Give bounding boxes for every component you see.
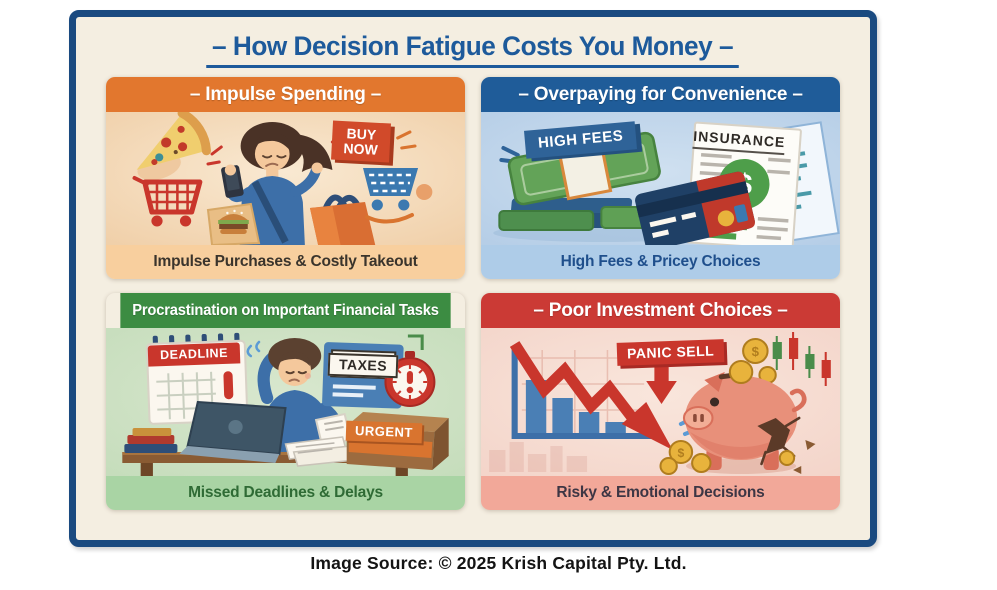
urgent-badge: URGENT xyxy=(345,420,423,443)
panel-overpaying-convenience: – Overpaying for Convenience – xyxy=(481,77,840,279)
laptop-icon xyxy=(179,400,287,463)
panel-overpaying-convenience-header: – Overpaying for Convenience – xyxy=(481,77,840,112)
infographic-title: – How Decision Fatigue Costs You Money – xyxy=(206,31,740,68)
ground-coins-icon: $ xyxy=(659,440,816,475)
panel-procrastination: Procrastination on Important Financial T… xyxy=(106,293,465,510)
panel-overpaying-convenience-caption: High Fees & Pricey Choices xyxy=(481,245,840,279)
books-icon xyxy=(124,428,178,453)
panic-sell-badge: PANIC SELL xyxy=(616,339,725,366)
svg-text:$: $ xyxy=(752,344,760,359)
panel-impulse-spending-caption: Impulse Purchases & Costly Takeout xyxy=(106,245,465,279)
woman-shopper-illustration xyxy=(206,122,353,245)
takeout-bag-icon xyxy=(206,202,261,245)
poor-investment-illustration: $ xyxy=(481,328,840,476)
skyline-silhouette xyxy=(489,442,588,472)
credit-card-icon xyxy=(635,171,755,245)
decline-arrow-icon xyxy=(509,341,673,450)
impulse-spending-illustration: BUY NOW xyxy=(106,112,465,245)
panel-impulse-spending: – Impulse Spending – xyxy=(106,77,465,279)
panel-poor-investment-header: – Poor Investment Choices – xyxy=(481,293,840,328)
blue-shopping-cart-icon xyxy=(363,168,433,224)
infographic-card: – How Decision Fatigue Costs You Money –… xyxy=(69,10,877,547)
svg-text:$: $ xyxy=(677,446,684,460)
panel-procrastination-header: Procrastination on Important Financial T… xyxy=(120,293,451,328)
overpaying-convenience-illustration: $ xyxy=(481,112,840,245)
buy-now-badge: BUY NOW xyxy=(331,120,391,163)
panel-impulse-spending-header: – Impulse Spending – xyxy=(106,77,465,112)
down-arrow-icon xyxy=(646,360,677,404)
deadline-badge: DEADLINE xyxy=(147,342,241,367)
candlestick-chart-icon xyxy=(772,332,831,386)
sweat-drops-icon xyxy=(246,340,261,358)
panel-poor-investment-caption: Risky & Emotional Decisions xyxy=(481,476,840,510)
red-shopping-cart-icon xyxy=(132,176,203,227)
pizza-icon xyxy=(136,112,211,181)
piggy-bank-icon xyxy=(682,360,807,474)
taxes-badge: TAXES xyxy=(327,352,399,378)
footer-credit: Image Source: © 2025 Krish Capital Pty. … xyxy=(310,553,687,573)
panel-poor-investment: – Poor Investment Choices – xyxy=(481,293,840,510)
tote-bag-icon xyxy=(309,194,376,245)
panel-procrastination-caption: Missed Deadlines & Delays xyxy=(106,476,465,510)
falling-coins-icon: $ xyxy=(742,338,777,384)
quadrant-grid: – Impulse Spending – xyxy=(76,68,870,510)
procrastination-illustration: DEADLINE TAXES URGENT xyxy=(106,328,465,476)
corner-bracket-icon xyxy=(407,334,424,350)
papers-icon xyxy=(284,436,356,467)
